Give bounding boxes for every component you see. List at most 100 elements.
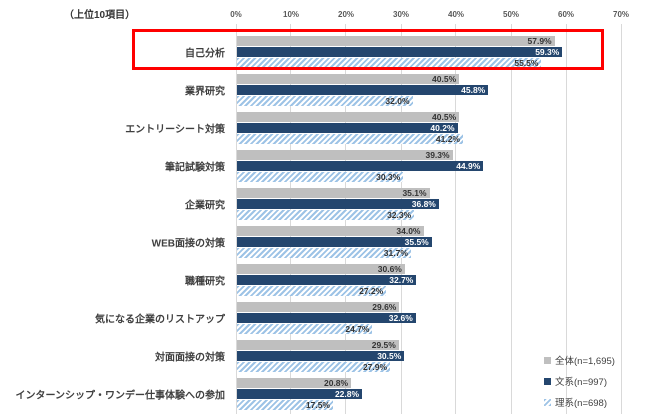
chart-title: （上位10項目） bbox=[64, 10, 136, 21]
bar-overall: 29.5% bbox=[237, 340, 399, 350]
value-label: 32.6% bbox=[388, 313, 413, 323]
category-label: 対面面接の対策 bbox=[155, 352, 225, 364]
bar-humanities: 44.9% bbox=[237, 161, 484, 171]
value-label: 36.8% bbox=[411, 199, 436, 209]
gridline bbox=[235, 24, 237, 414]
bar-sciences: 17.5% bbox=[237, 400, 333, 410]
bar-group: 57.9% 59.3% 55.5% bbox=[237, 36, 621, 68]
bar-humanities: 40.2% bbox=[237, 123, 458, 133]
value-label: 44.9% bbox=[456, 161, 481, 171]
category-label: 職種研究 bbox=[185, 276, 225, 288]
bar-humanities: 59.3% bbox=[237, 47, 563, 57]
x-tick-label: 20% bbox=[337, 10, 355, 19]
bar-sciences: 27.9% bbox=[237, 362, 391, 372]
legend-swatch-overall bbox=[544, 356, 551, 364]
gridline bbox=[620, 24, 622, 414]
gridline bbox=[455, 24, 457, 414]
gridline bbox=[565, 24, 567, 414]
bar-humanities: 36.8% bbox=[237, 199, 439, 209]
value-label: 29.5% bbox=[371, 340, 396, 350]
bar-sciences: 27.2% bbox=[237, 286, 387, 296]
bar-humanities: 30.5% bbox=[237, 351, 405, 361]
value-label: 30.3% bbox=[376, 172, 401, 182]
value-label: 57.9% bbox=[527, 36, 552, 46]
value-label: 29.6% bbox=[372, 302, 397, 312]
value-label: 32.7% bbox=[389, 275, 414, 285]
bar-overall: 30.6% bbox=[237, 264, 405, 274]
bar-sciences: 41.2% bbox=[237, 134, 463, 144]
bar-sciences: 55.5% bbox=[237, 58, 542, 68]
legend-label: 文系(n=997) bbox=[555, 377, 608, 388]
bar-sciences: 31.7% bbox=[237, 248, 411, 258]
bar-overall: 34.0% bbox=[237, 226, 424, 236]
legend-label: 全体(n=1,695) bbox=[555, 356, 615, 367]
value-label: 27.9% bbox=[362, 362, 388, 372]
value-label: 45.8% bbox=[461, 85, 486, 95]
bar-group: 29.6% 32.6% 24.7% bbox=[237, 302, 621, 334]
x-tick-label: 0% bbox=[230, 10, 242, 19]
bar-group: 39.3% 44.9% 30.3% bbox=[237, 150, 621, 182]
legend-swatch-humanities bbox=[544, 377, 551, 385]
value-label: 34.0% bbox=[396, 226, 421, 236]
value-label: 35.1% bbox=[402, 188, 427, 198]
category-labels: 自己分析業界研究エントリーシート対策筆記試験対策企業研究 WEB面接の対策職種研究… bbox=[0, 24, 230, 414]
bar-humanities: 32.7% bbox=[237, 275, 417, 285]
x-tick-label: 40% bbox=[447, 10, 465, 19]
bar-group: 20.8% 22.8% 17.5% bbox=[237, 378, 621, 410]
value-label: 32.3% bbox=[387, 210, 412, 220]
legend: 全体(n=1,695) 文系(n=997) 理系(n=698) bbox=[544, 353, 615, 409]
value-label: 35.5% bbox=[404, 237, 429, 247]
value-label: 40.5% bbox=[432, 74, 457, 84]
value-label: 30.5% bbox=[377, 351, 402, 361]
bar-overall: 39.3% bbox=[237, 150, 453, 160]
category-label: 業界研究 bbox=[185, 86, 225, 98]
value-label: 39.3% bbox=[425, 150, 450, 160]
value-label: 55.5% bbox=[514, 58, 539, 68]
category-label: インターンシップ・ワンデー仕事体験への参加 bbox=[15, 390, 226, 402]
plot-area: 57.9% 59.3% 55.5% 40.5% 45.8% 32.0% 40.5% 40.2%… bbox=[235, 24, 622, 414]
value-label: 17.5% bbox=[305, 400, 330, 410]
legend-entry: 文系(n=997) bbox=[544, 374, 615, 388]
bar-group: 34.0% 35.5% 31.7% bbox=[237, 226, 621, 258]
bar-overall: 29.6% bbox=[237, 302, 400, 312]
legend-label: 理系(n=698) bbox=[555, 398, 608, 409]
bar-sciences: 32.0% bbox=[237, 96, 413, 106]
x-tick-label: 70% bbox=[612, 10, 630, 19]
value-label: 20.8% bbox=[323, 378, 349, 388]
bar-overall: 40.5% bbox=[237, 112, 460, 122]
legend-swatch-sciences bbox=[544, 398, 551, 406]
bar-humanities: 35.5% bbox=[237, 237, 432, 247]
category-label: WEB面接の対策 bbox=[151, 238, 225, 250]
value-label: 59.3% bbox=[535, 47, 560, 57]
value-label: 27.2% bbox=[359, 286, 384, 296]
bar-overall: 35.1% bbox=[237, 188, 430, 198]
gridline bbox=[510, 24, 512, 414]
legend-entry: 理系(n=698) bbox=[544, 395, 615, 409]
bar-group: 40.5% 45.8% 32.0% bbox=[237, 74, 621, 106]
category-label: 自己分析 bbox=[185, 48, 225, 60]
bar-overall: 40.5% bbox=[237, 74, 460, 84]
bar-sciences: 30.3% bbox=[237, 172, 404, 182]
category-label: 筆記試験対策 bbox=[165, 162, 225, 174]
value-label: 31.7% bbox=[383, 248, 408, 258]
bar-group: 30.6% 32.7% 27.2% bbox=[237, 264, 621, 296]
value-label: 40.5% bbox=[432, 112, 457, 122]
legend-entry: 全体(n=1,695) bbox=[544, 353, 615, 367]
value-label: 24.7% bbox=[345, 324, 370, 334]
category-label: 気になる企業のリストアップ bbox=[95, 314, 225, 326]
bar-overall: 57.9% bbox=[237, 36, 555, 46]
x-axis-ticks: 0% 10% 20% 30% 40% 50% 60% 70% bbox=[230, 10, 629, 22]
bar-group: 29.5% 30.5% 27.9% bbox=[237, 340, 621, 372]
bar-humanities: 22.8% bbox=[237, 389, 363, 399]
bar-overall: 20.8% bbox=[237, 378, 352, 388]
value-label: 40.2% bbox=[430, 123, 455, 133]
bar-sciences: 24.7% bbox=[237, 324, 373, 334]
bar-humanities: 45.8% bbox=[237, 85, 489, 95]
x-tick-label: 10% bbox=[282, 10, 300, 19]
category-label: エントリーシート対策 bbox=[125, 124, 225, 136]
category-label: 企業研究 bbox=[185, 200, 225, 212]
x-tick-label: 60% bbox=[557, 10, 575, 19]
value-label: 32.0% bbox=[385, 96, 410, 106]
x-tick-label: 30% bbox=[392, 10, 410, 19]
